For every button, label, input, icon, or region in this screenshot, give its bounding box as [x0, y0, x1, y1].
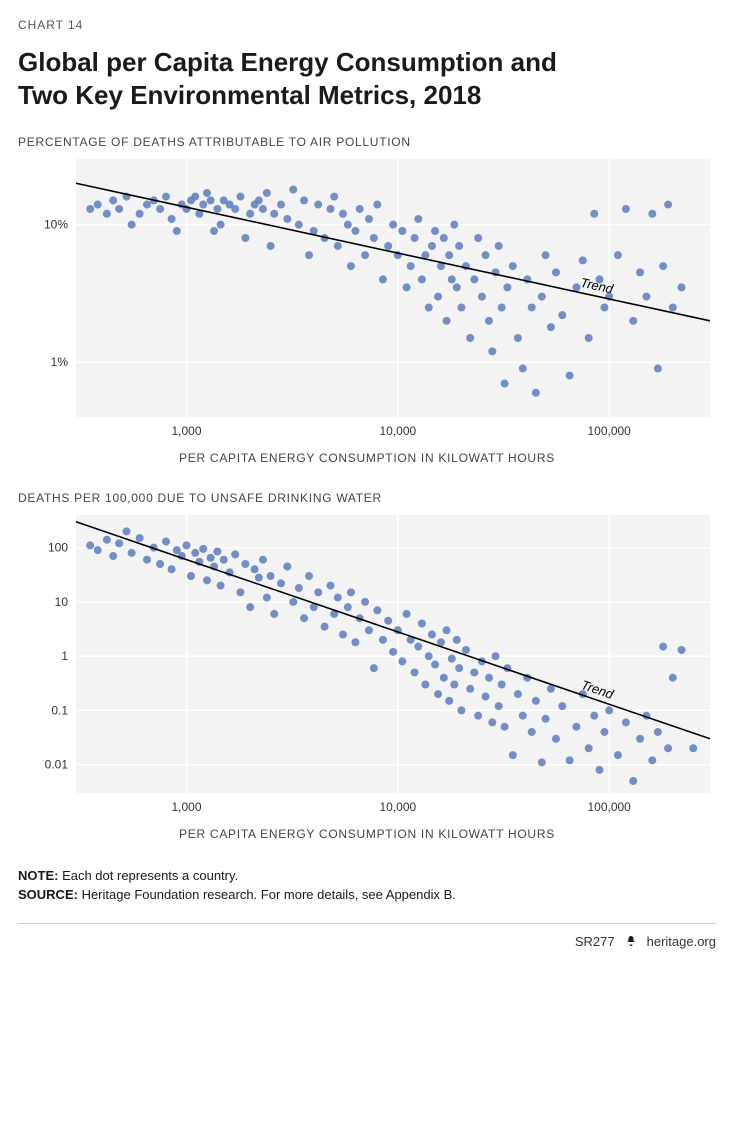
svg-text:10%: 10% — [44, 218, 68, 232]
svg-text:10,000: 10,000 — [379, 424, 416, 438]
chart2-xaxis-title: PER CAPITA ENERGY CONSUMPTION IN KILOWAT… — [18, 827, 716, 841]
svg-text:1,000: 1,000 — [171, 800, 201, 814]
footer-site: heritage.org — [647, 934, 716, 949]
chart1-svg: Trend1%10%1,00010,000100,000 — [18, 155, 716, 445]
chart-air-pollution: PERCENTAGE OF DEATHS ATTRIBUTABLE TO AIR… — [18, 135, 716, 465]
svg-text:1%: 1% — [51, 355, 69, 369]
svg-text:100: 100 — [48, 541, 68, 555]
chart1-subtitle: PERCENTAGE OF DEATHS ATTRIBUTABLE TO AIR… — [18, 135, 716, 149]
svg-text:100,000: 100,000 — [587, 800, 631, 814]
notes-block: NOTE: Each dot represents a country. SOU… — [18, 867, 716, 905]
note-text: Each dot represents a country. — [58, 868, 238, 883]
footer-code: SR277 — [575, 934, 615, 949]
chart2-svg: Trend0.010.11101001,00010,000100,000 — [18, 511, 716, 821]
svg-text:0.01: 0.01 — [45, 758, 69, 772]
svg-text:10: 10 — [55, 595, 69, 609]
svg-text:1,000: 1,000 — [171, 424, 201, 438]
chart2-subtitle: DEATHS PER 100,000 DUE TO UNSAFE DRINKIN… — [18, 491, 716, 505]
bell-icon — [625, 935, 637, 947]
chart1-xaxis-title: PER CAPITA ENERGY CONSUMPTION IN KILOWAT… — [18, 451, 716, 465]
chart-kicker: CHART 14 — [18, 18, 716, 32]
page-title: Global per Capita Energy Consumption and… — [18, 46, 716, 111]
svg-text:1: 1 — [61, 649, 68, 663]
svg-text:10,000: 10,000 — [379, 800, 416, 814]
svg-text:100,000: 100,000 — [587, 424, 631, 438]
source-label: SOURCE: — [18, 887, 78, 902]
note-label: NOTE: — [18, 868, 58, 883]
title-line-1: Global per Capita Energy Consumption and — [18, 47, 557, 77]
svg-text:0.1: 0.1 — [51, 703, 68, 717]
footer: SR277 heritage.org — [18, 923, 716, 963]
chart-unsafe-water: DEATHS PER 100,000 DUE TO UNSAFE DRINKIN… — [18, 491, 716, 841]
source-text: Heritage Foundation research. For more d… — [78, 887, 456, 902]
title-line-2: Two Key Environmental Metrics, 2018 — [18, 80, 481, 110]
